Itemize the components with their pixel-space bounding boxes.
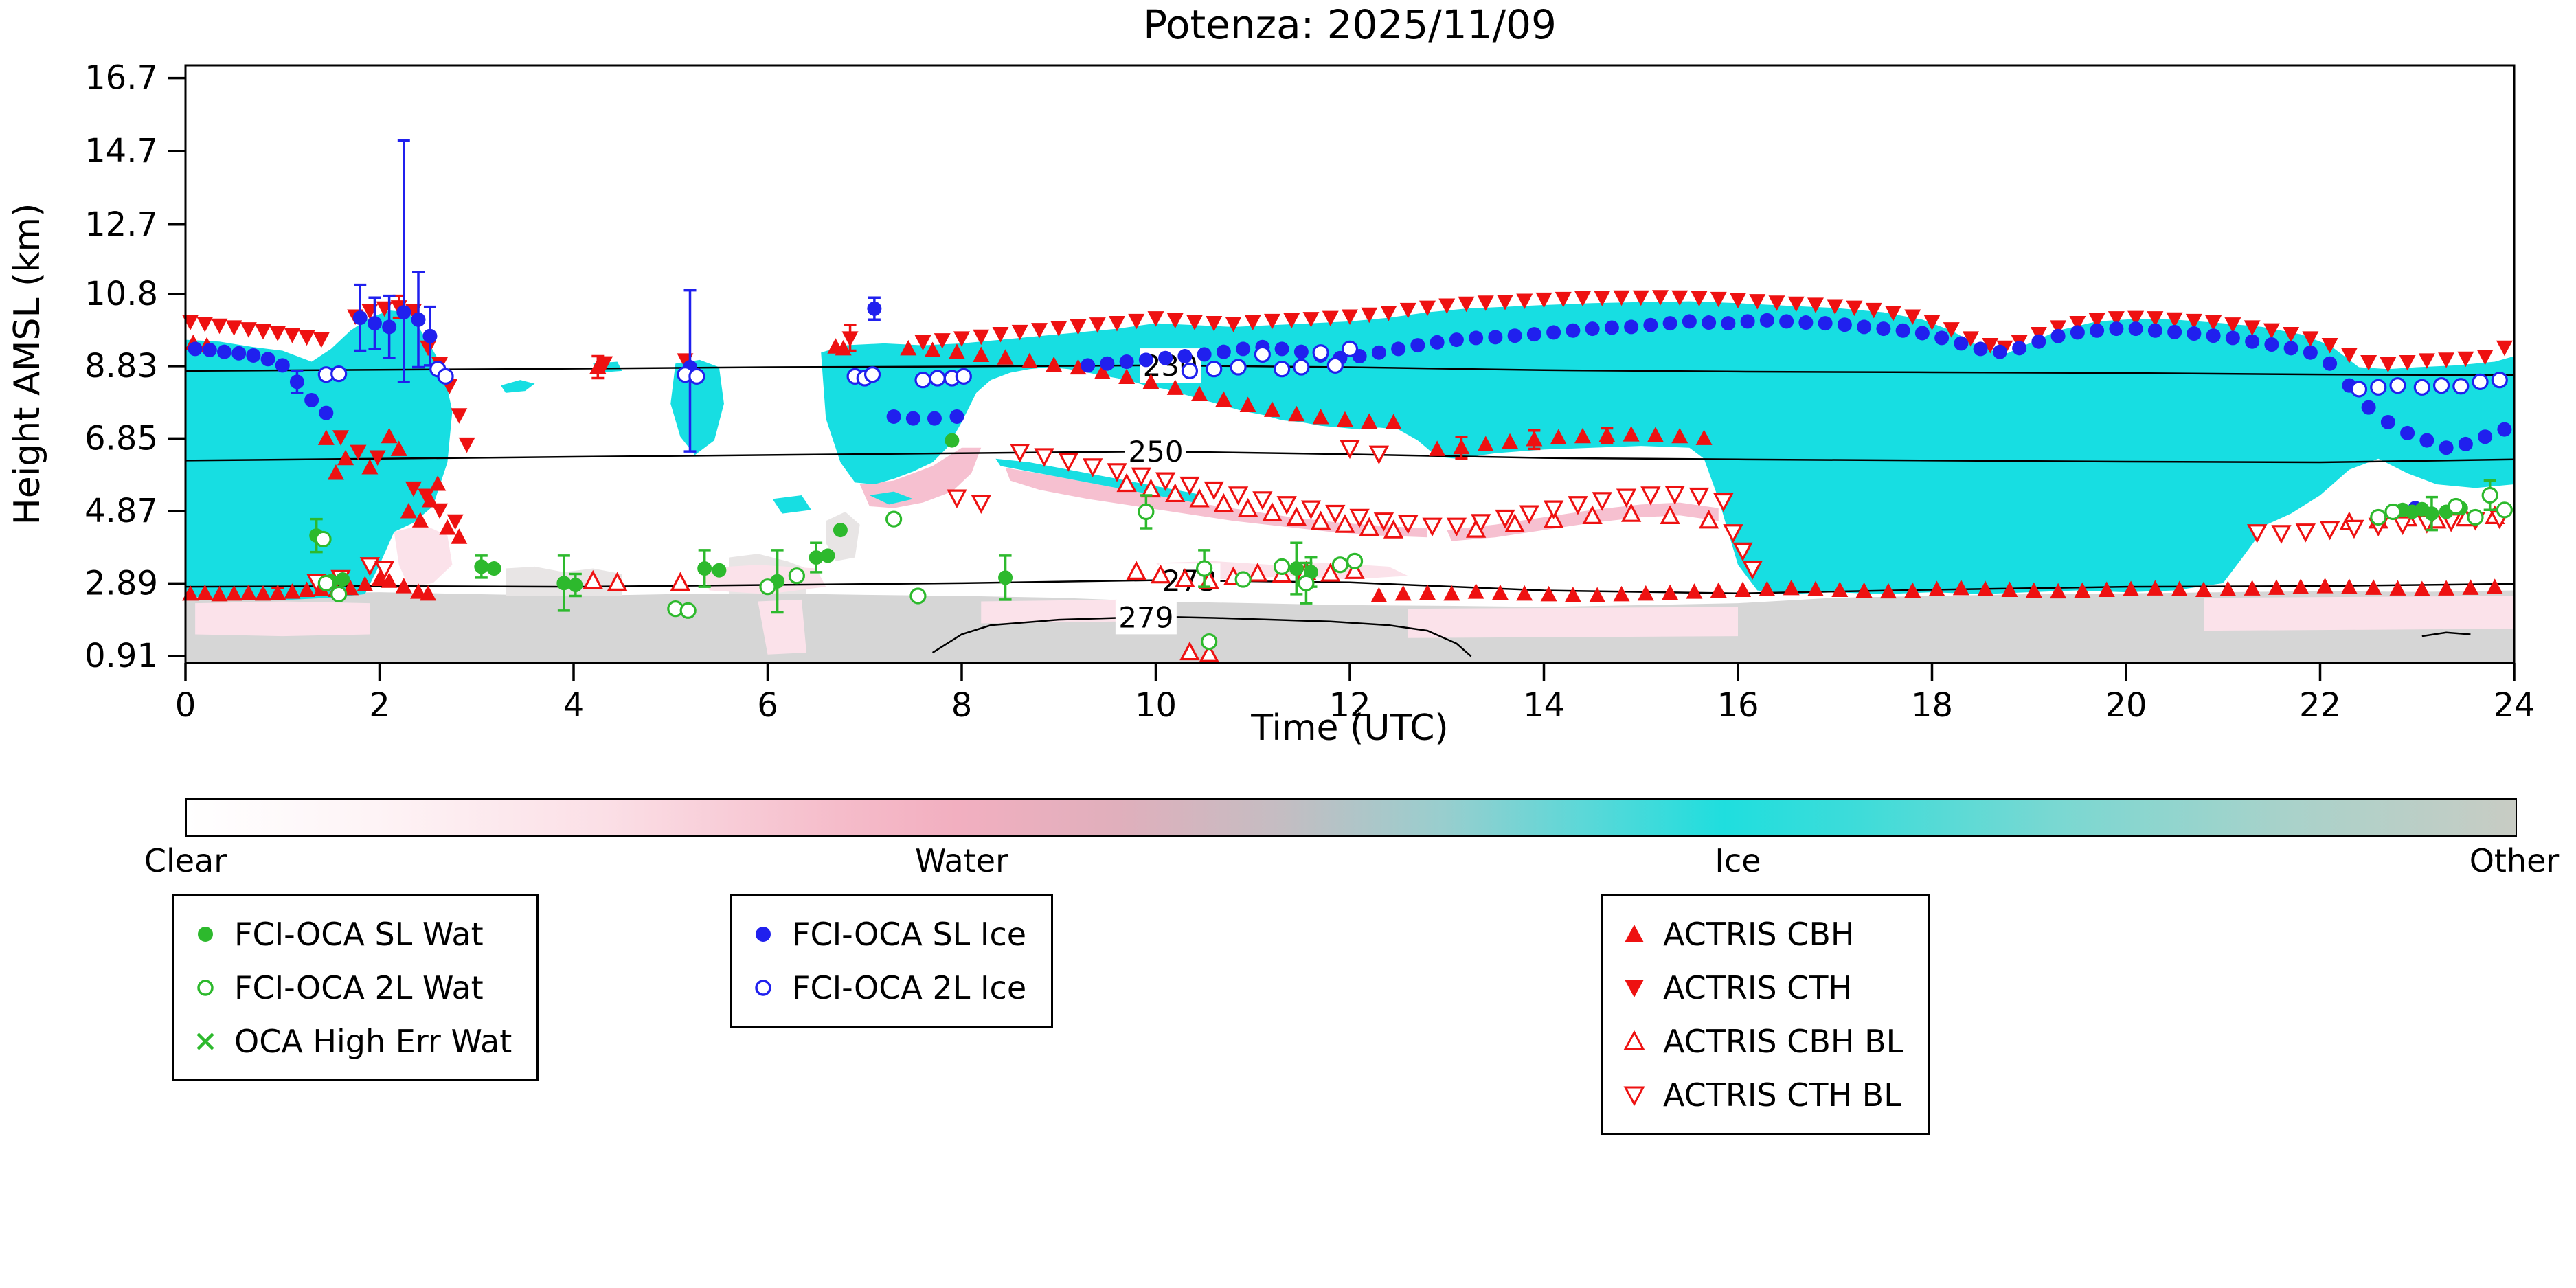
svg-text:22: 22 <box>2299 686 2341 725</box>
series-actris-cbh <box>182 334 2503 603</box>
legend-item: FCI-OCA 2L Ice <box>748 961 1026 1015</box>
svg-text:2.89: 2.89 <box>84 564 158 602</box>
series-actris-cth-bl <box>306 440 2510 593</box>
legend-label: ACTRIS CBH BL <box>1663 1023 1904 1060</box>
svg-text:20: 20 <box>2105 686 2147 725</box>
legend-item: ACTRIS CBH <box>1619 907 1903 961</box>
svg-text:10: 10 <box>1135 686 1177 725</box>
phase-colorbar <box>185 798 2517 837</box>
filled-circle-icon <box>756 927 771 942</box>
legend-item: ACTRIS CBH BL <box>1619 1015 1903 1068</box>
svg-text:250: 250 <box>1128 435 1183 468</box>
legend-label: FCI-OCA SL Wat <box>234 916 484 953</box>
legend-label: FCI-OCA 2L Ice <box>792 969 1027 1006</box>
legend-label: ACTRIS CBH <box>1663 916 1855 953</box>
legend-item: FCI-OCA SL Wat <box>190 907 512 961</box>
legend-ice-products: FCI-OCA SL Ice FCI-OCA 2L Ice <box>730 894 1054 1028</box>
filled-triangle-up-icon <box>1625 925 1644 942</box>
legend-item: FCI-OCA SL Ice <box>748 907 1026 961</box>
svg-text:8.83: 8.83 <box>84 347 158 385</box>
legend-label: FCI-OCA 2L Wat <box>234 969 484 1006</box>
filled-circle-icon <box>198 927 213 942</box>
svg-text:12.7: 12.7 <box>84 205 158 244</box>
svg-text:14.7: 14.7 <box>84 132 158 170</box>
open-triangle-up-icon <box>1623 1030 1645 1050</box>
series-actris-cth <box>182 290 2513 530</box>
series-fci-oca-sl-ice <box>188 139 2512 516</box>
filled-triangle-down-icon <box>1625 980 1644 997</box>
svg-text:12: 12 <box>1329 686 1370 725</box>
legend-water-products: FCI-OCA SL Wat FCI-OCA 2L Wat OCA High E… <box>172 894 539 1081</box>
legend-item: ACTRIS CTH <box>1619 961 1903 1015</box>
svg-text:6: 6 <box>757 686 778 725</box>
svg-text:6.85: 6.85 <box>84 419 158 457</box>
legend-label: OCA High Err Wat <box>234 1023 512 1060</box>
svg-text:16: 16 <box>1717 686 1759 725</box>
legend-item: ACTRIS CTH BL <box>1619 1068 1903 1122</box>
series-fci-oca-2l-wat <box>315 479 2513 651</box>
legend-label: ACTRIS CTH BL <box>1663 1076 1901 1114</box>
legend-label: ACTRIS CTH <box>1663 969 1853 1006</box>
svg-text:10.8: 10.8 <box>84 275 158 313</box>
colorbar-label-clear: Clear <box>144 842 227 879</box>
x-axis-label: Time (UTC) <box>1251 708 1449 749</box>
time-height-plot: 2302502732790.912.894.876.858.8310.812.7… <box>84 59 2535 725</box>
svg-text:18: 18 <box>1911 686 1953 725</box>
open-circle-icon <box>755 980 771 996</box>
open-circle-icon <box>197 980 214 996</box>
colorbar-label-water: Water <box>915 842 1008 879</box>
phase-regions <box>185 301 2514 663</box>
legend-item: FCI-OCA 2L Wat <box>190 961 512 1015</box>
open-triangle-down-icon <box>1623 1086 1645 1107</box>
chart-title: Potenza: 2025/11/09 <box>1143 1 1557 48</box>
svg-text:2: 2 <box>369 686 390 725</box>
svg-text:279: 279 <box>1118 600 1173 634</box>
svg-text:14: 14 <box>1523 686 1565 725</box>
svg-text:24: 24 <box>2493 686 2535 725</box>
series-fci-oca-2l-ice <box>317 340 2508 398</box>
colorbar-label-ice: Ice <box>1715 842 1761 879</box>
svg-text:4: 4 <box>563 686 585 725</box>
svg-text:16.7: 16.7 <box>84 59 158 98</box>
svg-text:0: 0 <box>175 686 196 725</box>
legend-item: OCA High Err Wat <box>190 1015 512 1068</box>
legend-actris: ACTRIS CBH ACTRIS CTH ACTRIS CBH BL ACTR… <box>1601 894 1931 1135</box>
colorbar-label-other: Other <box>2469 842 2560 879</box>
svg-text:8: 8 <box>951 686 973 725</box>
svg-text:4.87: 4.87 <box>84 492 158 530</box>
cross-icon <box>196 1032 214 1050</box>
legend-label: FCI-OCA SL Ice <box>792 916 1027 953</box>
svg-text:0.91: 0.91 <box>84 637 158 675</box>
